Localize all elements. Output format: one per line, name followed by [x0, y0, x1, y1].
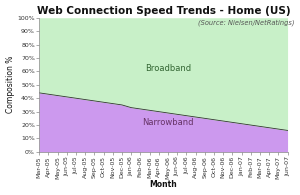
Text: Broadband: Broadband: [145, 64, 191, 73]
Text: Narrowband: Narrowband: [142, 118, 194, 127]
Y-axis label: Composition %: Composition %: [6, 56, 15, 113]
Text: (Source: Nielsen/NetRatings): (Source: Nielsen/NetRatings): [198, 19, 295, 26]
X-axis label: Month: Month: [149, 180, 177, 190]
Title: Web Connection Speed Trends - Home (US): Web Connection Speed Trends - Home (US): [37, 5, 290, 16]
